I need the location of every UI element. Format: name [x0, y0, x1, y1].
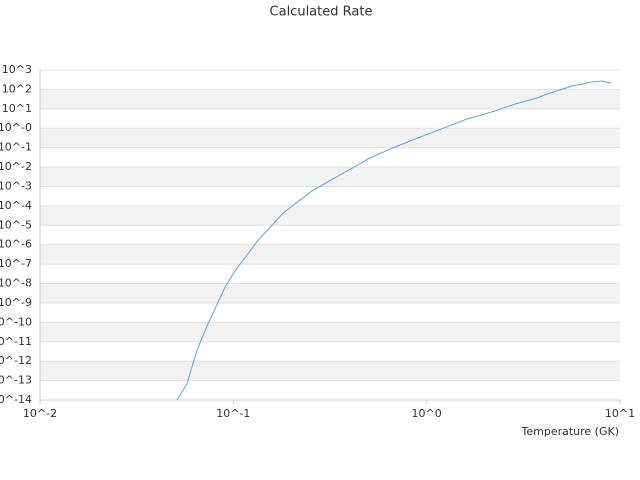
data-line	[176, 80, 612, 401]
y-tick-label: 10^-13	[0, 374, 32, 387]
y-tick-label: 10^-3	[0, 179, 32, 192]
y-tick-label: 10^-6	[0, 238, 32, 251]
y-tick-label: 10^-2	[0, 160, 32, 173]
x-axis-label: Temperature (GK)	[521, 425, 620, 438]
x-tick-label: 10^-2	[23, 407, 57, 420]
grid-band	[40, 167, 620, 187]
y-tick-label: 10^-14	[0, 393, 32, 406]
y-tick-label: 10^-1	[0, 141, 32, 154]
x-tick-label: 10^0	[412, 407, 442, 420]
y-tick-label: 10^-10	[0, 315, 32, 328]
y-tick-label: 10^-4	[0, 199, 32, 212]
x-tick-label: 10^1	[605, 407, 635, 420]
y-tick-label: 10^1	[2, 102, 32, 115]
y-tick-label: 10^-9	[0, 296, 32, 309]
y-tick-label: 10^3	[2, 63, 32, 76]
grid-band	[40, 322, 620, 342]
y-tick-label: 10^-8	[0, 277, 32, 290]
grid-bands	[40, 89, 620, 381]
grid-band	[40, 89, 620, 109]
grid-band	[40, 361, 620, 381]
grid-band	[40, 205, 620, 226]
y-tick-label: 10^-12	[0, 354, 32, 367]
grid-band	[40, 244, 620, 265]
grid-band	[40, 283, 620, 303]
y-tick-label: 10^-7	[0, 257, 32, 270]
grid-band	[40, 128, 620, 148]
y-tick-label: 10^2	[2, 82, 32, 95]
y-tick-label: 10^-11	[0, 335, 32, 348]
y-tick-label: 10^-5	[0, 218, 32, 231]
y-tick-label: 10^-0	[0, 121, 32, 134]
x-tick-label: 10^-1	[216, 407, 250, 420]
chart-title: Calculated Rate	[270, 5, 373, 20]
